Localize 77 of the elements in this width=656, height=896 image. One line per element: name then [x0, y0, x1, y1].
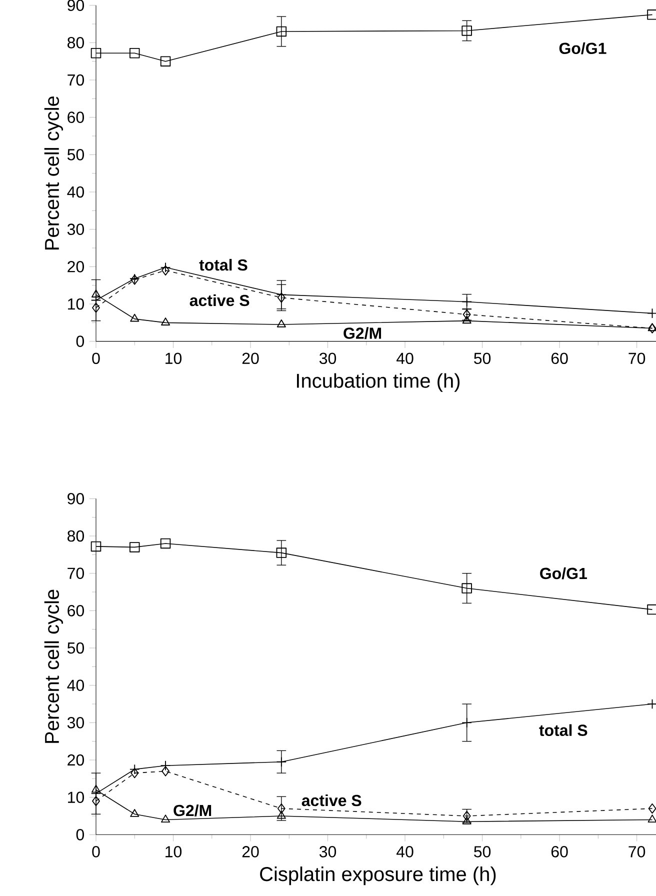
x-tick-label: 10	[166, 352, 182, 364]
point	[90, 541, 102, 552]
x-tick-label: 20	[242, 846, 259, 858]
point	[129, 542, 140, 552]
x-tick-label: 70	[628, 352, 646, 364]
point	[130, 314, 140, 322]
series-label: total S	[199, 258, 248, 271]
series-label: G2/M	[344, 327, 382, 340]
x-tick-label: 70	[628, 846, 646, 858]
x-axis-title: Incubation time (h)	[297, 373, 460, 392]
series-label: active S	[302, 794, 362, 806]
y-tick-label: 10	[68, 792, 84, 803]
y-tick-label: 80	[68, 530, 84, 542]
y-tick-label: 60	[68, 605, 84, 616]
y-axis-title: Percent cell cycle	[44, 590, 63, 743]
point	[161, 814, 170, 823]
y-tick-label: 40	[67, 680, 84, 691]
y-tick-label: 20	[68, 261, 84, 272]
x-tick-label: 50	[474, 352, 491, 364]
y-tick-label: 20	[68, 754, 84, 766]
point	[277, 292, 286, 303]
x-axis-title: Cisplatin exposure time (h)	[260, 866, 496, 886]
series-label: G2/M	[174, 804, 212, 816]
y-tick-label: 80	[68, 37, 84, 48]
x-tick-label: 40	[396, 352, 414, 364]
x-tick-label: 20	[242, 352, 259, 364]
series-label: total S	[539, 724, 588, 736]
point	[648, 323, 656, 332]
x-tick-label: 50	[474, 846, 491, 858]
point	[162, 265, 170, 276]
point	[129, 48, 140, 58]
point	[276, 548, 287, 558]
point	[276, 26, 287, 37]
x-tick-label: 60	[551, 846, 568, 858]
y-tick-label: 0	[76, 336, 84, 347]
point	[276, 319, 286, 328]
point	[91, 784, 101, 793]
y-tick-label: 60	[68, 112, 84, 123]
point	[160, 56, 171, 66]
x-tick-label: 30	[319, 352, 336, 364]
series-label: active S	[190, 294, 250, 306]
x-tick-label: 0	[92, 352, 100, 364]
point	[90, 48, 102, 58]
y-tick-label: 10	[68, 298, 84, 310]
point	[130, 768, 139, 778]
y-tick-label: 70	[68, 568, 84, 579]
y-tick-label: 50	[67, 149, 84, 160]
point	[162, 766, 170, 776]
point	[462, 26, 472, 36]
y-tick-label: 90	[68, 493, 84, 504]
y-tick-label: 90	[68, 0, 84, 11]
point	[462, 816, 472, 824]
x-tick-label: 60	[551, 352, 568, 364]
y-axis-title: Percent cell cycle	[44, 96, 63, 250]
x-tick-label: 30	[319, 846, 336, 858]
point	[276, 810, 286, 819]
x-tick-label: 0	[92, 846, 100, 858]
y-tick-label: 0	[76, 829, 84, 840]
series-label: Go/G1	[540, 567, 587, 580]
point	[277, 803, 286, 814]
series-label: Go/G1	[559, 42, 606, 54]
point	[648, 814, 656, 823]
point	[648, 803, 656, 814]
point	[648, 323, 656, 334]
y-tick-label: 50	[67, 642, 84, 654]
y-tick-label: 40	[67, 186, 84, 198]
point	[160, 538, 171, 549]
y-tick-label: 30	[67, 717, 84, 728]
y-tick-label: 30	[67, 224, 84, 235]
y-tick-label: 70	[68, 74, 84, 86]
point	[130, 808, 140, 817]
point	[462, 316, 472, 324]
x-tick-label: 40	[396, 846, 414, 858]
point	[161, 318, 170, 326]
x-tick-label: 10	[166, 846, 182, 858]
point	[91, 290, 101, 298]
point	[462, 583, 472, 594]
